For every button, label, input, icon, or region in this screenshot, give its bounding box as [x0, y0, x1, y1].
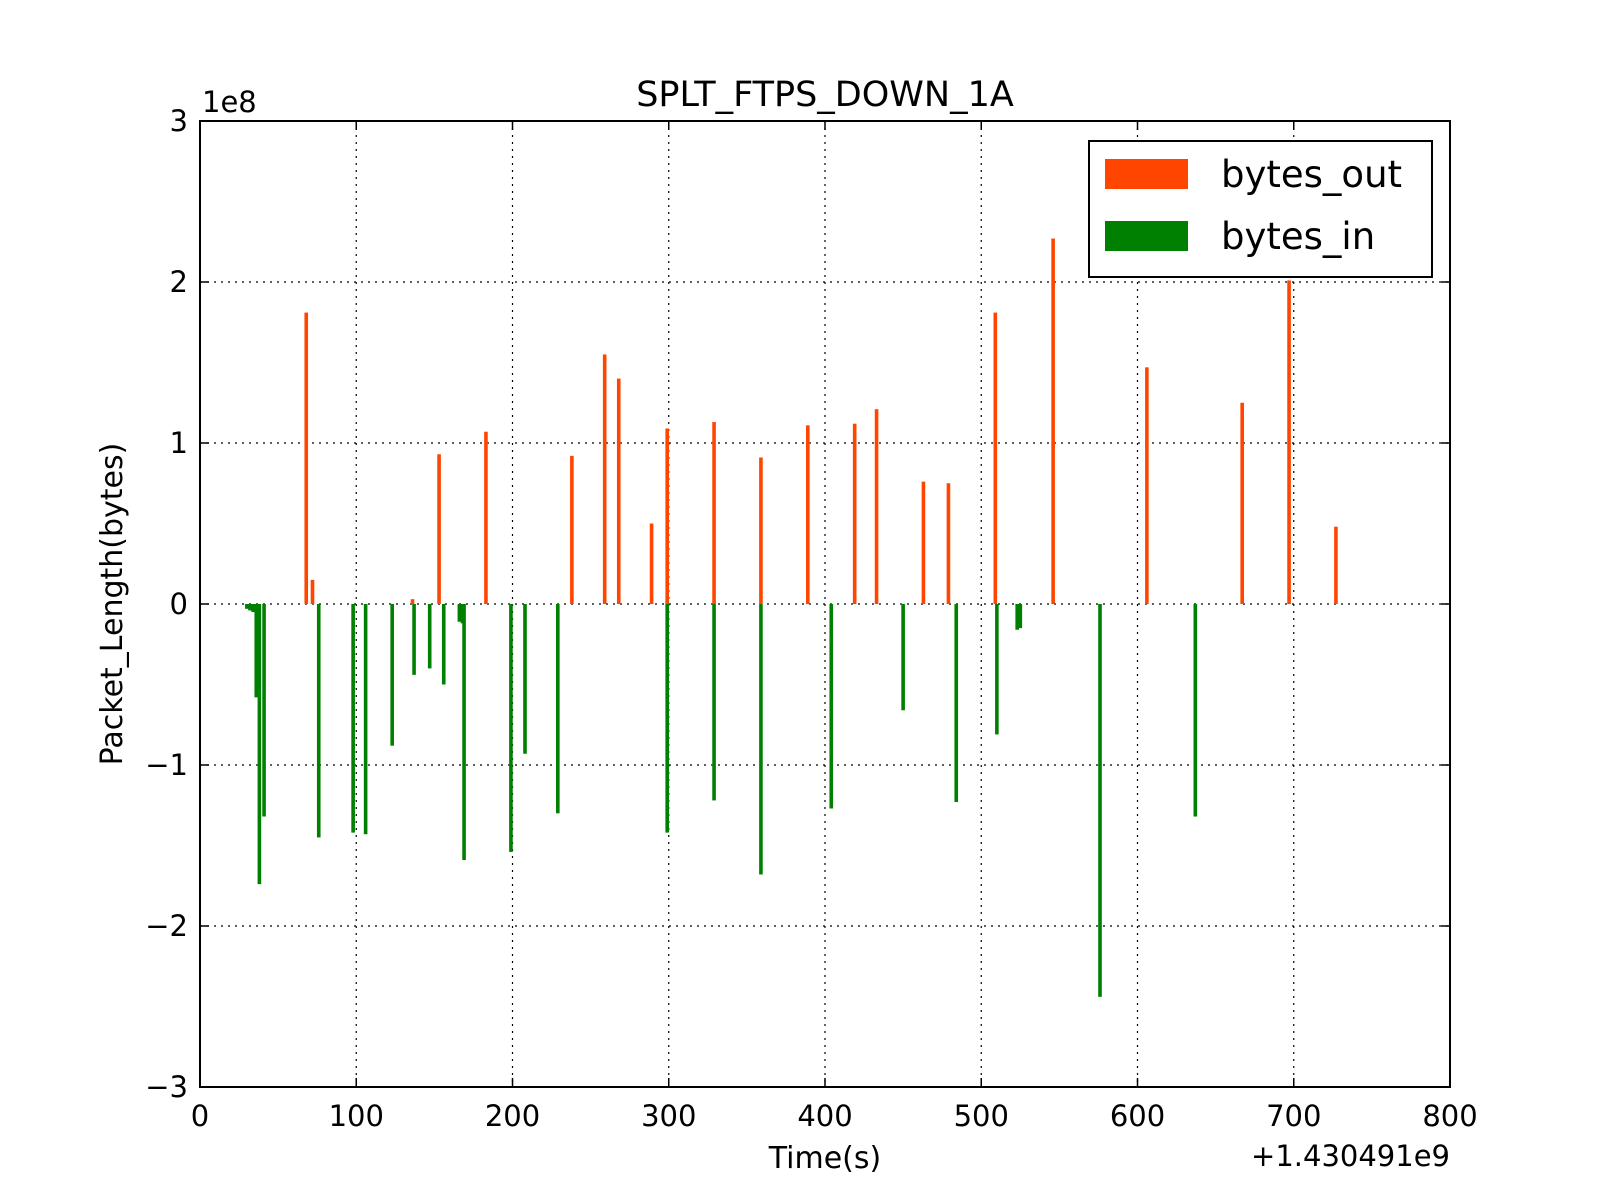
bar-bytes-out: [852, 423, 857, 604]
x-tick-label: 200: [485, 1099, 540, 1133]
bar-bytes-out: [1287, 280, 1291, 604]
y-tick-label: 3: [170, 104, 188, 138]
x-axis-title: Time(s): [768, 1141, 881, 1176]
bar-bytes-in: [901, 604, 905, 711]
bar-bytes-in: [1018, 604, 1023, 629]
legend-swatch-bytes-out: [1105, 159, 1188, 189]
bar-bytes-out: [874, 409, 879, 604]
bar-bytes-out: [806, 425, 810, 604]
bar-bytes-in: [427, 604, 432, 669]
y-exponent-label: 1e8: [202, 85, 257, 119]
bar-bytes-in: [245, 604, 249, 609]
bar-bytes-out: [946, 483, 951, 604]
bar-bytes-in: [412, 604, 416, 675]
x-tick-label: 700: [1266, 1099, 1321, 1133]
tick-labels: 0 100 200 300 400 500 600 700 800 −3 −2 −1 0 1 2 3: [145, 104, 1477, 1133]
x-tick-label: 600: [1110, 1099, 1165, 1133]
bar-bytes-in: [316, 604, 321, 838]
bar-bytes-out: [1051, 238, 1055, 604]
bar-bytes-out: [1240, 402, 1244, 604]
x-tick-label: 500: [954, 1099, 1009, 1133]
bar-bytes-out: [304, 312, 309, 604]
bar-bytes-in: [251, 604, 255, 613]
y-tick-label: −3: [145, 1070, 188, 1104]
bar-bytes-in: [363, 604, 368, 835]
x-offset-label: +1.430491e9: [1251, 1139, 1450, 1173]
bar-bytes-in: [829, 604, 834, 809]
legend-swatch-bytes-in: [1105, 221, 1188, 251]
bar-bytes-in: [462, 604, 466, 860]
bar-bytes-in: [1193, 604, 1198, 817]
x-tick-label: 300: [641, 1099, 696, 1133]
y-tick-label: 2: [170, 265, 188, 299]
bar-bytes-out: [665, 428, 669, 604]
bar-bytes-in: [954, 604, 959, 803]
bars: [245, 238, 1338, 997]
bar-bytes-out: [993, 312, 998, 604]
bar-bytes-in: [351, 604, 355, 833]
y-tick-label: 0: [170, 587, 188, 621]
bar-bytes-in: [509, 604, 513, 852]
legend-label-bytes-out: bytes_out: [1221, 153, 1402, 196]
bar-bytes-in: [248, 604, 252, 611]
bar-bytes-in: [1098, 604, 1102, 997]
bar-bytes-out: [921, 481, 926, 604]
x-tick-label: 100: [329, 1099, 384, 1133]
bar-bytes-out: [570, 455, 574, 604]
bar-bytes-out: [410, 599, 415, 604]
bar-bytes-in: [759, 604, 763, 875]
bar-bytes-out: [649, 523, 654, 604]
bar-bytes-in: [556, 604, 560, 814]
bar-bytes-in: [390, 604, 394, 746]
chart-title: SPLT_FTPS_DOWN_1A: [636, 75, 1014, 115]
y-tick-label: −1: [145, 748, 188, 782]
bar-bytes-in: [262, 604, 266, 817]
bar-bytes-out: [602, 354, 607, 604]
x-tick-label: 400: [797, 1099, 852, 1133]
bar-bytes-in: [441, 604, 446, 685]
y-axis-title: Packet_Length(bytes): [95, 443, 130, 766]
x-tick-label: 0: [191, 1099, 209, 1133]
bar-bytes-out: [437, 454, 441, 604]
y-tick-label: 1: [170, 426, 188, 460]
bar-bytes-out: [1334, 526, 1338, 604]
ticks: [199, 120, 1451, 1088]
bar-bytes-out: [712, 422, 716, 604]
bar-bytes-out: [1145, 367, 1149, 604]
bar-bytes-in: [254, 604, 259, 698]
bar-bytes-in: [712, 604, 716, 801]
bar-bytes-in: [457, 604, 462, 622]
bar-bytes-out: [310, 579, 315, 604]
bar-bytes-out: [484, 431, 488, 604]
bar-bytes-out: [759, 457, 763, 604]
bar-bytes-in: [1015, 604, 1019, 630]
bar-bytes-in: [995, 604, 999, 735]
bar-bytes-in: [523, 604, 527, 754]
x-tick-label: 800: [1422, 1099, 1477, 1133]
bar-bytes-in: [257, 604, 262, 885]
bar-bytes-out: [616, 378, 621, 604]
legend: bytes_out bytes_in: [1088, 140, 1433, 278]
bar-bytes-in: [665, 604, 669, 833]
y-tick-label: −2: [145, 909, 188, 943]
legend-label-bytes-in: bytes_in: [1221, 215, 1375, 258]
